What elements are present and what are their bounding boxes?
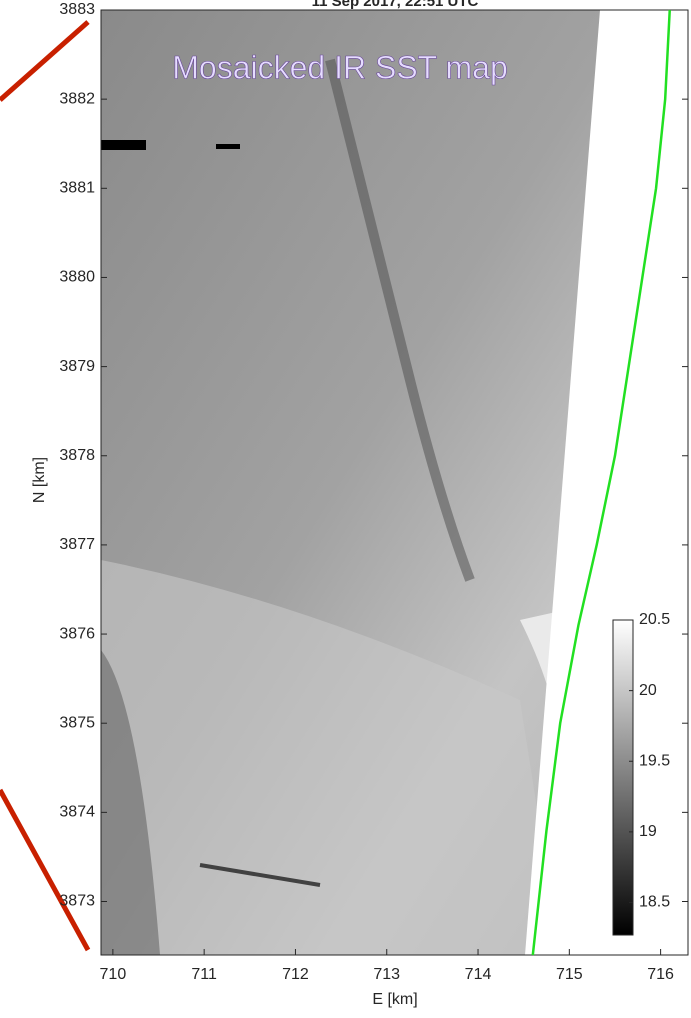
x-tick-label: 715 (556, 966, 583, 983)
flight-line (0, 22, 88, 100)
colorbar-tick-label: 19 (639, 823, 657, 840)
x-axis-label: E [km] (372, 991, 417, 1008)
y-tick-label: 3874 (59, 804, 95, 821)
x-tick-label: 714 (465, 966, 492, 983)
y-tick-label: 3878 (59, 447, 95, 464)
y-tick-label: 3875 (59, 714, 95, 731)
colorbar-tick-label: 20.5 (639, 611, 670, 628)
x-tick-label: 712 (282, 966, 309, 983)
y-tick-label: 3882 (59, 90, 95, 107)
colorbar-tick-label: 20 (639, 682, 657, 699)
y-tick-label: 3873 (59, 893, 95, 910)
y-tick-label: 3881 (59, 180, 95, 197)
chart-title: 11 Sep 2017, 22:51 UTC (312, 0, 479, 10)
colorbar-tick-label: 18.5 (639, 894, 670, 911)
y-tick-label: 3883 (59, 1, 95, 18)
annotation: Mosaicked IR SST map (172, 49, 508, 85)
colorbar (613, 620, 633, 935)
x-tick-label: 710 (100, 966, 127, 983)
page: {"chart_data": { "type": "map", "title":… (0, 0, 691, 1013)
x-tick-label: 713 (373, 966, 400, 983)
y-tick-label: 3877 (59, 536, 95, 553)
y-tick-label: 3879 (59, 358, 95, 375)
y-tick-label: 3876 (59, 625, 95, 642)
chart: 11 Sep 2017, 22:51 UTC Mosaicked IR SST … (0, 0, 691, 1013)
x-tick-label: 711 (191, 966, 217, 983)
colorbar-tick-label: 19.5 (639, 752, 670, 769)
x-tick-label: 716 (647, 966, 674, 983)
sst-image (101, 10, 688, 955)
y-tick-label: 3880 (59, 269, 95, 286)
y-axis-label: N [km] (31, 457, 48, 503)
